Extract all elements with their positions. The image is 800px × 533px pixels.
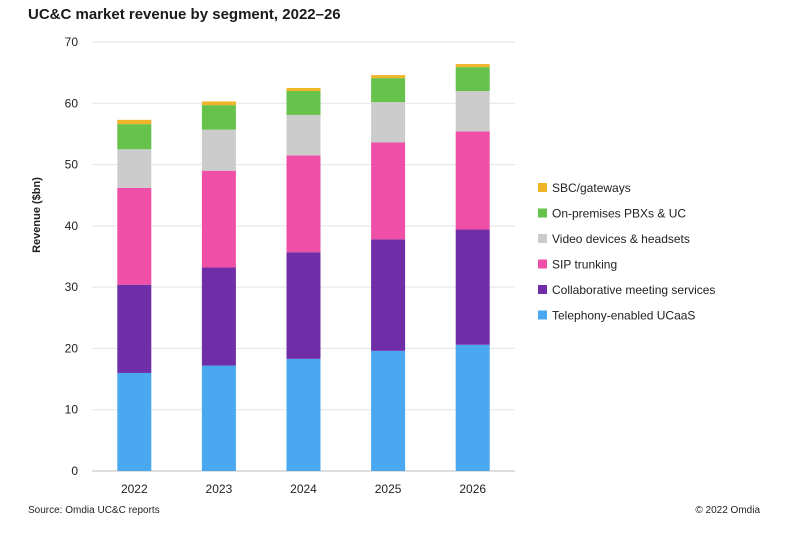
- y-tick-label: 60: [65, 96, 79, 110]
- y-tick-labels: 0 10 20 30 40 50 60 70: [65, 35, 79, 478]
- legend-swatch: [538, 259, 547, 269]
- bar-segment: [371, 102, 406, 143]
- bar-segment: [286, 358, 321, 471]
- legend-swatch: [538, 183, 547, 192]
- bar-segment: [117, 372, 152, 471]
- bar-segment: [455, 64, 490, 68]
- bar-segment: [371, 78, 406, 103]
- bar-segment: [371, 75, 406, 79]
- legend-entry: Video devices & headsets: [552, 232, 690, 246]
- bars: [117, 64, 490, 471]
- bar-segment: [455, 131, 490, 230]
- legend-entry: Telephony-enabled UCaaS: [552, 309, 695, 323]
- bar-segment: [455, 344, 490, 471]
- bar-segment: [371, 142, 406, 240]
- source-note: Source: Omdia UC&C reports: [28, 505, 160, 516]
- x-tick-labels: 2022 2023 2024 2025 2026: [121, 482, 486, 496]
- bar-segment: [286, 252, 321, 359]
- chart-title: UC&C market revenue by segment, 2022–26: [28, 6, 341, 23]
- bar-segment: [286, 87, 321, 92]
- legend-entry: On-premises PBXs & UC: [552, 207, 686, 221]
- y-tick-label: 0: [71, 464, 78, 478]
- bar-segment: [117, 149, 152, 188]
- y-tick-label: 70: [65, 35, 79, 49]
- x-tick-label: 2022: [121, 482, 148, 496]
- legend-swatch: [538, 234, 547, 243]
- legend-entry: SBC/gateways: [552, 181, 631, 195]
- bar-segment: [117, 124, 152, 150]
- bar-segment: [201, 129, 236, 171]
- legend: SBC/gateways On-premises PBXs & UC Video d…: [538, 181, 715, 323]
- bar-segment: [201, 267, 236, 366]
- x-tick-label: 2024: [290, 482, 317, 496]
- bar-segment: [286, 91, 321, 115]
- y-tick-label: 10: [65, 403, 79, 417]
- bar-segment: [201, 170, 236, 268]
- legend-entry: SIP trunking: [552, 258, 617, 272]
- bar-segment: [286, 155, 321, 253]
- bar-segment: [455, 67, 490, 92]
- x-tick-label: 2023: [206, 482, 233, 496]
- legend-swatch: [538, 310, 547, 320]
- x-tick-label: 2026: [459, 482, 486, 496]
- bar-segment: [371, 350, 406, 471]
- bar-segment: [201, 365, 236, 471]
- legend-swatch: [538, 208, 547, 218]
- bar-segment: [117, 284, 152, 373]
- copyright-note: © 2022 Omdia: [695, 505, 760, 516]
- legend-entry: Collaborative meeting services: [552, 283, 715, 297]
- bar-segment: [286, 114, 321, 156]
- bar-segment: [201, 101, 236, 106]
- y-axis-label: Revenue ($bn): [31, 177, 43, 253]
- y-tick-label: 20: [65, 341, 79, 355]
- bar-segment: [117, 119, 152, 125]
- bar-segment: [371, 239, 406, 351]
- bar-segment: [455, 91, 490, 132]
- y-tick-label: 50: [65, 158, 79, 172]
- y-tick-label: 40: [65, 219, 79, 233]
- bar-segment: [201, 105, 236, 130]
- bar-segment: [117, 187, 152, 285]
- legend-swatch: [538, 285, 547, 294]
- y-tick-label: 30: [65, 280, 79, 294]
- x-tick-label: 2025: [375, 482, 402, 496]
- bar-segment: [455, 229, 490, 345]
